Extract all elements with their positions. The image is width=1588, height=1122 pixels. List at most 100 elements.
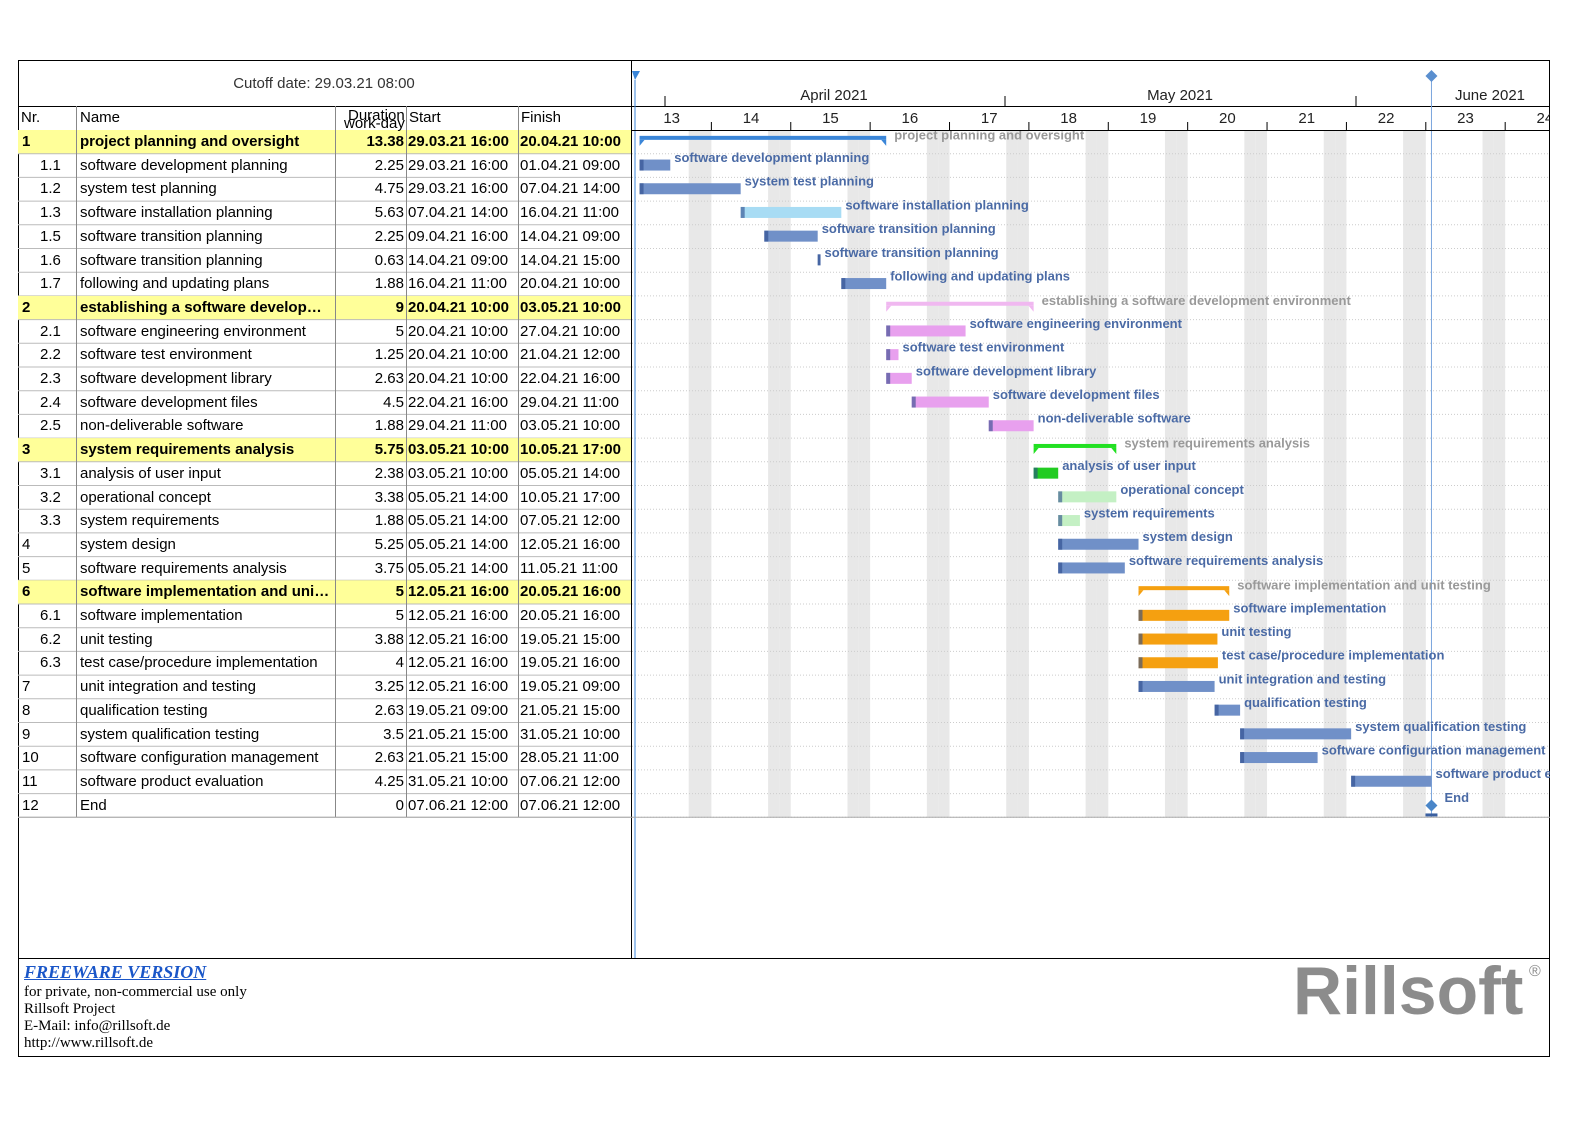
name-cell: system requirements analysis	[80, 441, 295, 459]
duration-cell: 5.25	[374, 535, 404, 553]
task-bar-stripe	[764, 230, 769, 242]
finish-cell: 31.05.21 10:00	[520, 725, 621, 743]
name-cell: software requirements analysis	[80, 559, 287, 577]
bar-label: software transition planning	[822, 221, 996, 236]
weekend	[1403, 130, 1415, 818]
nr-cell: 1.7	[40, 275, 61, 293]
weekend	[1244, 130, 1256, 818]
weekend	[700, 130, 712, 818]
weekend	[779, 130, 791, 818]
nr-cell: 2.1	[40, 322, 61, 340]
nr-cell: 2.5	[40, 417, 61, 435]
name-cell: software implementation and unit testing	[80, 583, 332, 601]
bar-label: test case/procedure implementation	[1222, 648, 1445, 663]
week-label: 21	[1298, 110, 1315, 127]
start-cell: 12.05.21 16:00	[408, 630, 509, 648]
task-bar	[1240, 728, 1352, 740]
logo: Rillsoft	[1293, 953, 1523, 1029]
finish-cell: 20.05.21 16:00	[520, 607, 621, 624]
finish-cell: 11.05.21 11:00	[520, 559, 618, 577]
summary-bar	[1033, 443, 1117, 448]
name-cell: system design	[80, 535, 176, 553]
task-bar-stripe	[1058, 491, 1063, 503]
summary-bar	[1138, 586, 1230, 591]
weekend	[847, 130, 859, 818]
finish-cell: 19.05.21 16:00	[520, 654, 621, 672]
finish-cell: 20.05.21 16:00	[520, 583, 621, 601]
duration-cell: 3.88	[374, 630, 404, 648]
task-bar	[1058, 538, 1139, 550]
summary-highlight	[18, 580, 631, 604]
duration-cell: 0	[395, 796, 404, 814]
task-bar-stripe	[988, 420, 993, 432]
week-label: 24	[1537, 110, 1554, 127]
col-header: Start	[409, 109, 441, 126]
start-cell: 19.05.21 09:00	[408, 701, 509, 719]
duration-cell: 1.25	[374, 346, 404, 364]
nr-cell: 1.6	[40, 251, 61, 269]
footer-line: E-Mail: info@rillsoft.de	[24, 1018, 171, 1034]
start-cell: 20.04.21 10:00	[408, 370, 509, 387]
task-bar-stripe	[1214, 704, 1219, 716]
nr-cell: 5	[22, 559, 31, 577]
start-cell: 29.03.21 16:00	[408, 180, 509, 198]
summary-label: system requirements analysis	[1124, 435, 1310, 450]
name-cell: software development planning	[80, 156, 288, 174]
weekend	[768, 130, 780, 818]
nr-cell: 1.5	[40, 227, 61, 245]
name-cell: following and updating plans	[80, 275, 270, 293]
name-cell: non-deliverable software	[80, 417, 244, 435]
duration-cell: 5.75	[374, 441, 404, 459]
nr-cell: 3.3	[40, 512, 61, 530]
bar-label: system qualification testing	[1355, 719, 1526, 734]
start-cell: 12.05.21 16:00	[408, 607, 509, 624]
task-bar-stripe	[886, 349, 891, 361]
weekend	[1573, 130, 1584, 817]
cutoff-marker	[632, 71, 640, 80]
task-bar-stripe	[1058, 515, 1063, 527]
footer-line: http://www.rillsoft.de	[24, 1035, 154, 1051]
finish-cell: 19.05.21 09:00	[520, 678, 621, 696]
freeware-link[interactable]: FREEWARE VERSION	[24, 962, 207, 982]
duration-cell: 13.38	[366, 133, 404, 150]
task-bar	[764, 230, 818, 242]
bar-label: unit testing	[1221, 624, 1291, 639]
month-label: May 2021	[1147, 87, 1213, 104]
finish-cell: 22.04.21 16:00	[520, 370, 621, 387]
task-bar-stripe	[1240, 728, 1245, 740]
name-cell: system qualification testing	[80, 725, 260, 743]
name-cell: unit integration and testing	[80, 678, 256, 696]
nr-cell: 7	[22, 678, 31, 696]
task-bar-stripe	[817, 254, 821, 266]
finish-cell: 03.05.21 10:00	[520, 298, 621, 316]
start-cell: 14.04.21 09:00	[408, 251, 509, 269]
name-cell: analysis of user input	[80, 464, 221, 482]
summary-label: software implementation and unit testing	[1237, 578, 1491, 593]
duration-cell: 2.63	[374, 701, 404, 719]
task-bar-stripe	[639, 183, 644, 195]
name-cell: software configuration management	[80, 749, 319, 767]
task-bar	[911, 396, 989, 408]
nr-cell: 1	[22, 133, 31, 150]
col-header: Nr.	[21, 109, 41, 126]
duration-cell: 0.63	[374, 251, 404, 269]
week-label: 18	[1060, 110, 1077, 127]
summary-label: establishing a software development envi…	[1042, 293, 1352, 308]
task-bar	[886, 372, 912, 384]
task-bar-stripe	[1138, 680, 1143, 692]
task-bar-stripe	[886, 325, 891, 337]
task-bar-stripe	[1058, 562, 1063, 574]
nr-cell: 11	[22, 772, 38, 790]
finish-cell: 29.04.21 11:00	[520, 393, 619, 411]
week-label: 23	[1457, 110, 1474, 127]
finish-cell: 16.04.21 11:00	[520, 204, 619, 222]
start-cell: 29.03.21 16:00	[408, 133, 509, 150]
bar-label: software product evaluation	[1435, 766, 1588, 781]
summary-highlight	[18, 438, 631, 462]
footer-line: Rillsoft Project	[24, 1001, 116, 1017]
bar-label: software test environment	[902, 340, 1064, 355]
finish-cell: 21.04.21 12:00	[520, 346, 621, 364]
finish-cell: 20.04.21 10:00	[520, 133, 621, 150]
start-cell: 09.04.21 16:00	[408, 227, 509, 245]
finish-cell: 01.04.21 09:00	[520, 156, 621, 174]
